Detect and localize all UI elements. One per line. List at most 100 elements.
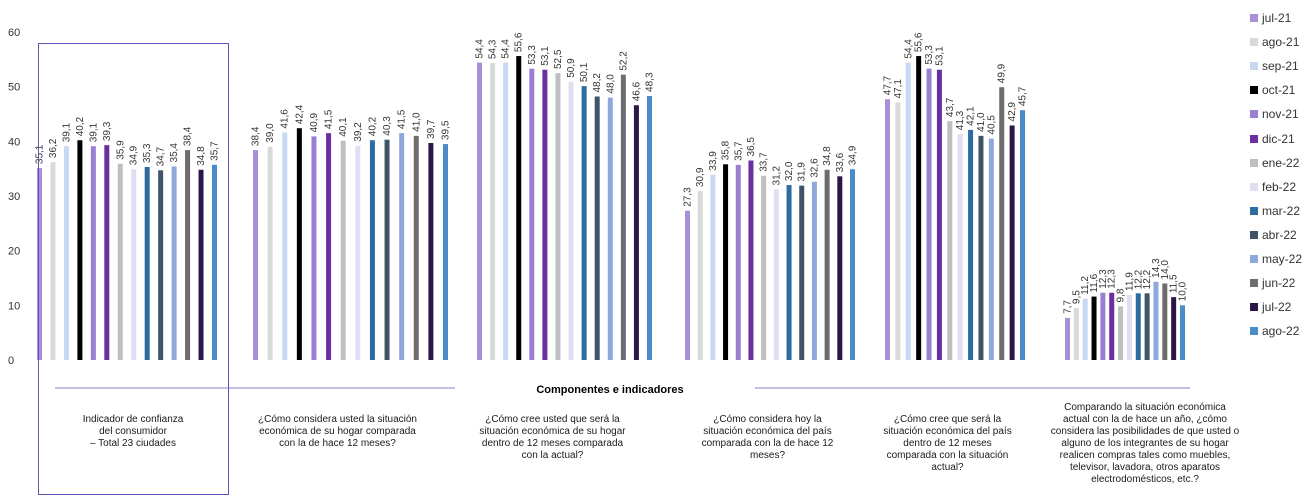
data-label: 12,3	[1107, 269, 1118, 289]
bar	[1180, 305, 1185, 360]
data-label: 39,0	[265, 123, 276, 143]
bar	[748, 160, 754, 360]
data-label: 50,9	[566, 58, 577, 78]
legend-label: sep-21	[1262, 59, 1299, 74]
legend-label: ago-22	[1262, 324, 1300, 339]
legend-swatch	[1250, 230, 1258, 239]
bar	[1020, 110, 1025, 360]
data-label: 41,0	[411, 112, 422, 132]
bar	[824, 169, 830, 360]
legend-item: jul-21	[1250, 6, 1314, 30]
data-label: 12,2	[1142, 269, 1153, 289]
data-label: 35,3	[142, 143, 153, 163]
data-label: 33,6	[835, 152, 846, 172]
y-tick-label: 50	[8, 82, 20, 94]
bar	[1065, 317, 1070, 360]
bar	[340, 140, 346, 360]
bar	[620, 74, 626, 360]
bar	[957, 134, 963, 360]
bar	[503, 62, 509, 360]
data-label: 39,2	[353, 122, 364, 142]
legend-swatch	[1250, 134, 1258, 143]
bar	[1082, 298, 1088, 360]
data-label: 40,3	[382, 116, 393, 136]
bar	[581, 86, 587, 361]
data-label: 35,1	[35, 144, 46, 164]
data-label: 34,8	[196, 146, 207, 166]
bar	[723, 164, 729, 360]
data-label: 12,3	[1098, 269, 1109, 289]
bar	[117, 163, 123, 360]
bar	[850, 169, 855, 360]
bar	[811, 181, 817, 360]
bar	[158, 170, 164, 360]
data-label: 35,4	[169, 143, 180, 163]
bar	[697, 191, 703, 360]
bar	[773, 189, 779, 360]
bar	[384, 139, 390, 360]
bar	[647, 95, 652, 361]
data-label: 39,1	[61, 122, 72, 142]
legend-item: mar-22	[1250, 199, 1314, 223]
data-label: 46,6	[631, 81, 642, 101]
bar	[516, 56, 522, 360]
data-label: 52,2	[618, 51, 629, 71]
bar	[1118, 306, 1124, 360]
bar	[198, 169, 204, 360]
data-label: 31,9	[797, 162, 808, 182]
bar	[171, 166, 177, 360]
data-label: 35,7	[210, 141, 221, 161]
data-label: 54,3	[488, 39, 499, 59]
data-label: 41,6	[280, 109, 291, 129]
bar	[988, 138, 994, 360]
legend-label: feb-22	[1262, 179, 1297, 194]
bar	[735, 164, 741, 360]
legend-item: jul-22	[1250, 295, 1314, 319]
data-label: 36,5	[746, 137, 757, 157]
data-label: 39,5	[441, 120, 452, 140]
y-tick-label: 60	[8, 27, 20, 39]
y-tick-label: 10	[8, 300, 20, 312]
data-label: 53,1	[540, 46, 551, 66]
legend-swatch	[1250, 86, 1258, 95]
legend-label: nov-21	[1262, 107, 1299, 122]
bar	[999, 87, 1005, 361]
data-label: 50,1	[579, 62, 590, 82]
data-label: 39,7	[426, 119, 437, 139]
data-label: 36,2	[48, 138, 59, 158]
bar	[1073, 308, 1079, 360]
legend-item: may-22	[1250, 247, 1314, 271]
bar	[144, 167, 150, 360]
data-label: 34,7	[156, 146, 167, 166]
bar	[267, 146, 273, 360]
legend-label: ene-22	[1262, 155, 1300, 170]
bar	[37, 168, 42, 360]
bar	[926, 68, 932, 361]
bar	[978, 135, 984, 360]
data-label: 31,2	[771, 166, 782, 186]
bar	[633, 105, 639, 361]
bar	[1100, 292, 1106, 360]
data-label: 41,0	[976, 112, 987, 132]
bar	[104, 145, 110, 360]
legend-item: ago-22	[1250, 319, 1314, 343]
legend-swatch	[1250, 206, 1258, 215]
data-label: 53,3	[924, 45, 935, 65]
bar	[685, 210, 690, 360]
bar	[529, 68, 535, 361]
data-label: 42,9	[1007, 102, 1018, 122]
data-label: 39,1	[88, 122, 99, 142]
bar	[212, 164, 217, 360]
legend-item: oct-21	[1250, 78, 1314, 102]
bar	[355, 145, 361, 360]
data-label: 12,2	[1133, 269, 1144, 289]
bar	[1153, 281, 1159, 360]
data-label: 53,1	[934, 46, 945, 66]
data-label: 34,9	[129, 145, 140, 165]
y-tick-label: 30	[8, 191, 20, 203]
data-label: 35,8	[721, 140, 732, 160]
data-label: 7,7	[1063, 300, 1074, 314]
data-label: 11,2	[1080, 276, 1091, 295]
legend-label: ago-21	[1262, 35, 1300, 50]
category-label: ¿Cómo cree que será la situación económi…	[883, 414, 1012, 473]
